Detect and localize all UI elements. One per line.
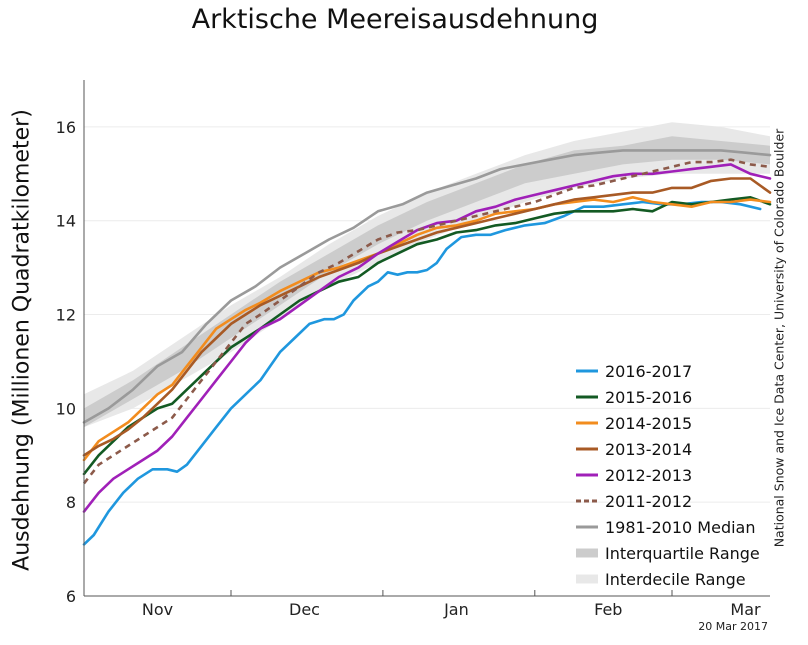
grid	[84, 126, 770, 503]
legend-item-interquartile-range-label: Interquartile Range	[605, 544, 760, 563]
y-tick-label: 14	[56, 212, 76, 231]
x-tick-label-feb: Feb	[594, 600, 622, 619]
range-bands	[84, 122, 770, 428]
band-interquartile	[84, 136, 770, 428]
series-line-2015-2016	[82, 196, 772, 476]
legend-item-interdecile-range-label: Interdecile Range	[605, 570, 746, 589]
x-tick-label-mar: Mar	[730, 600, 761, 619]
legend: 2016-2017 2015-2016 2014-2015 2013-2014 2012…	[576, 362, 760, 589]
series-line-2016-2017	[82, 200, 762, 546]
series-line-2013-2014	[82, 177, 772, 457]
chart-title: Arktische Meereisausdehnung	[191, 4, 599, 35]
legend-item-2016-2017-label: 2016-2017	[605, 362, 692, 381]
y-tick-label: 12	[56, 306, 76, 325]
legend-item-2011-2012-label: 2011-2012	[605, 492, 692, 511]
series-lines	[82, 149, 772, 546]
axes: 6 8 10 12 14 16 Nov Dec Jan Feb Mar	[56, 80, 770, 619]
x-tick-label-dec: Dec	[289, 600, 320, 619]
legend-item-2014-2015-label: 2014-2015	[605, 414, 692, 433]
legend-item-1981-2010-median-label: 1981-2010 Median	[605, 518, 756, 537]
series-line-2011-2012	[82, 158, 771, 485]
y-tick-label: 6	[66, 587, 76, 606]
legend-item-2012-2013-label: 2012-2013	[605, 466, 692, 485]
date-label: 20 Mar 2017	[698, 620, 768, 633]
x-tick-label-jan: Jan	[443, 600, 469, 619]
x-tick-label-nov: Nov	[142, 600, 173, 619]
series-line-2014-2015	[82, 196, 772, 462]
y-tick-label: 10	[56, 399, 76, 418]
y-tick-label: 16	[56, 118, 76, 137]
y-tick-label: 8	[66, 493, 76, 512]
series-line-1981-2010-median	[82, 149, 772, 424]
legend-item-2013-2014-label: 2013-2014	[605, 440, 692, 459]
legend-item-2015-2016-label: 2015-2016	[605, 388, 692, 407]
